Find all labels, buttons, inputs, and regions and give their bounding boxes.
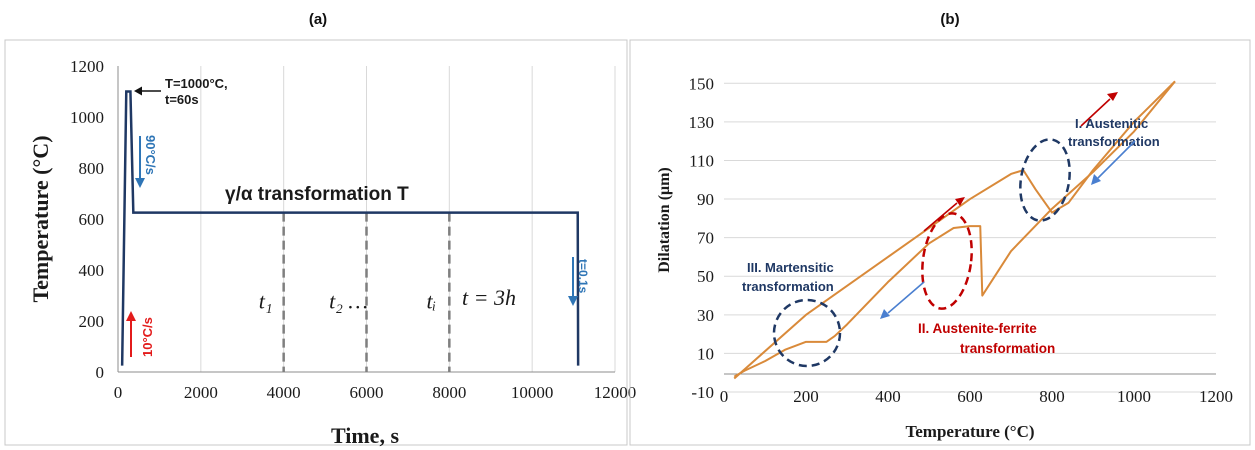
panel-a-x-tick-label: 8000 <box>432 383 466 402</box>
panel-b-x-tick-label: 0 <box>720 387 729 406</box>
panel-a-x-tick-labels: 0 2000 4000 6000 8000 10000 12000 <box>114 383 637 402</box>
heating-rate-label: 10°C/s <box>140 317 155 357</box>
panel-b-y-axis-title: Dilatation (μm) <box>656 167 673 273</box>
region-austenite-ferrite-label: II. Austenite-ferrite <box>918 321 1037 336</box>
hold-arrowhead-icon <box>134 86 142 96</box>
panel-a-x-tick-label: 10000 <box>511 383 554 402</box>
panel-b-y-tick-label: 110 <box>689 151 714 170</box>
panel-b-frame <box>629 39 1251 446</box>
panel-b-x-tick-label: 1000 <box>1117 387 1151 406</box>
panel-a-y-tick-label: 600 <box>79 210 105 229</box>
heating-arrowhead-icon <box>126 311 136 321</box>
heating-curve <box>733 80 1176 380</box>
panel-b-series <box>733 80 1176 380</box>
panel-a-x-tick-label: 12000 <box>594 383 637 402</box>
cooling-curve <box>733 80 1176 378</box>
final-arrowhead-icon <box>568 296 578 306</box>
panel-a-x-tick-label: 2000 <box>184 383 218 402</box>
panel-b-label: (b) <box>940 11 959 28</box>
cooling-direction-arrow-1 <box>1091 140 1136 185</box>
transformation-label: γ/α transformation T <box>225 184 409 205</box>
hold-time-label: t=60s <box>165 92 199 107</box>
total-time-label: t = 3h <box>462 285 516 310</box>
time-marker-label: t₂ … <box>329 288 368 313</box>
panel-a-y-tick-label: 200 <box>79 312 105 331</box>
time-marker-label: tᵢ <box>427 288 437 313</box>
panel-b-x-tick-label: 600 <box>957 387 983 406</box>
region-martensitic-label: III. Martensitic <box>747 260 834 275</box>
cooling-direction-arrow-2 <box>880 281 925 319</box>
panel-a-series <box>120 90 580 366</box>
panel-a-x-tick-label: 6000 <box>350 383 384 402</box>
panel-b: (b) 0 200 400 600 800 1000 1200 -10 10 30 50 70 90 1… <box>629 11 1251 446</box>
panel-b-x-tick-label: 200 <box>793 387 819 406</box>
region-martensitic-label-2: transformation <box>742 279 834 294</box>
heating-direction-arrow-1 <box>923 197 965 232</box>
final-rate-label: t=0.1s <box>576 259 590 294</box>
panel-a-y-tick-label: 0 <box>96 363 105 382</box>
hold-temperature-label: T=1000°C, <box>165 76 228 91</box>
region-austenite-ferrite-ellipse <box>921 212 973 310</box>
panel-b-y-tick-label: 150 <box>689 74 715 93</box>
panel-b-y-tick-label: 70 <box>697 229 714 248</box>
region-austenitic-ellipse <box>1019 138 1071 222</box>
panel-b-y-tick-label: 130 <box>689 113 715 132</box>
panel-a-gridlines <box>200 66 616 372</box>
panel-b-x-tick-label: 1200 <box>1199 387 1233 406</box>
panel-a-y-tick-label: 1000 <box>70 108 104 127</box>
panel-a: (a) 0 2000 4000 6000 8000 10000 12000 0 200 400 6… <box>4 11 637 448</box>
panel-a-frame <box>4 39 628 446</box>
panel-a-x-tick-label: 4000 <box>267 383 301 402</box>
panel-a-label: (a) <box>309 11 327 28</box>
arrowhead-icon <box>1091 174 1101 185</box>
panel-a-time-markers: t₁ t₂ … tᵢ <box>259 212 451 372</box>
panel-b-y-tick-labels: -10 10 30 50 70 90 110 130 150 <box>689 74 715 402</box>
panel-b-x-tick-label: 800 <box>1039 387 1065 406</box>
panel-b-y-tick-label: -10 <box>691 383 714 402</box>
heating-direction-arrow-2 <box>1080 92 1118 127</box>
panel-b-y-tick-label: 10 <box>697 344 714 363</box>
arrowhead-icon <box>955 197 965 206</box>
region-austenite-ferrite-label-2: transformation <box>960 341 1055 356</box>
cooling-rate-label: 90°C/s <box>143 135 158 175</box>
region-austenitic-label: I. Austenitic <box>1075 116 1148 131</box>
arrowhead-icon <box>880 309 890 319</box>
panel-a-y-tick-label: 1200 <box>70 57 104 76</box>
region-austenitic-label-2: transformation <box>1068 134 1160 149</box>
panel-b-y-tick-label: 50 <box>697 267 714 286</box>
panel-a-x-axis-title: Time, s <box>331 423 399 448</box>
temperature-curve <box>120 90 580 366</box>
panel-b-y-tick-label: 90 <box>697 190 714 209</box>
panel-b-y-tick-label: 30 <box>697 306 714 325</box>
panel-b-x-tick-labels: 0 200 400 600 800 1000 1200 <box>720 387 1233 406</box>
region-martensitic-ellipse <box>772 298 842 368</box>
panel-b-x-axis-title: Temperature (°C) <box>905 422 1034 441</box>
panel-a-y-axis-title: Temperature (°C) <box>28 135 53 302</box>
cooling-arrowhead-icon <box>135 178 145 188</box>
panel-a-y-tick-label: 800 <box>79 159 105 178</box>
panel-a-x-tick-label: 0 <box>114 383 123 402</box>
time-marker-label: t₁ <box>259 288 273 313</box>
panel-b-x-tick-label: 400 <box>875 387 901 406</box>
panel-a-y-tick-labels: 0 200 400 600 800 1000 1200 <box>70 57 104 382</box>
panel-a-y-tick-label: 400 <box>79 261 105 280</box>
arrowhead-icon <box>1107 92 1118 101</box>
